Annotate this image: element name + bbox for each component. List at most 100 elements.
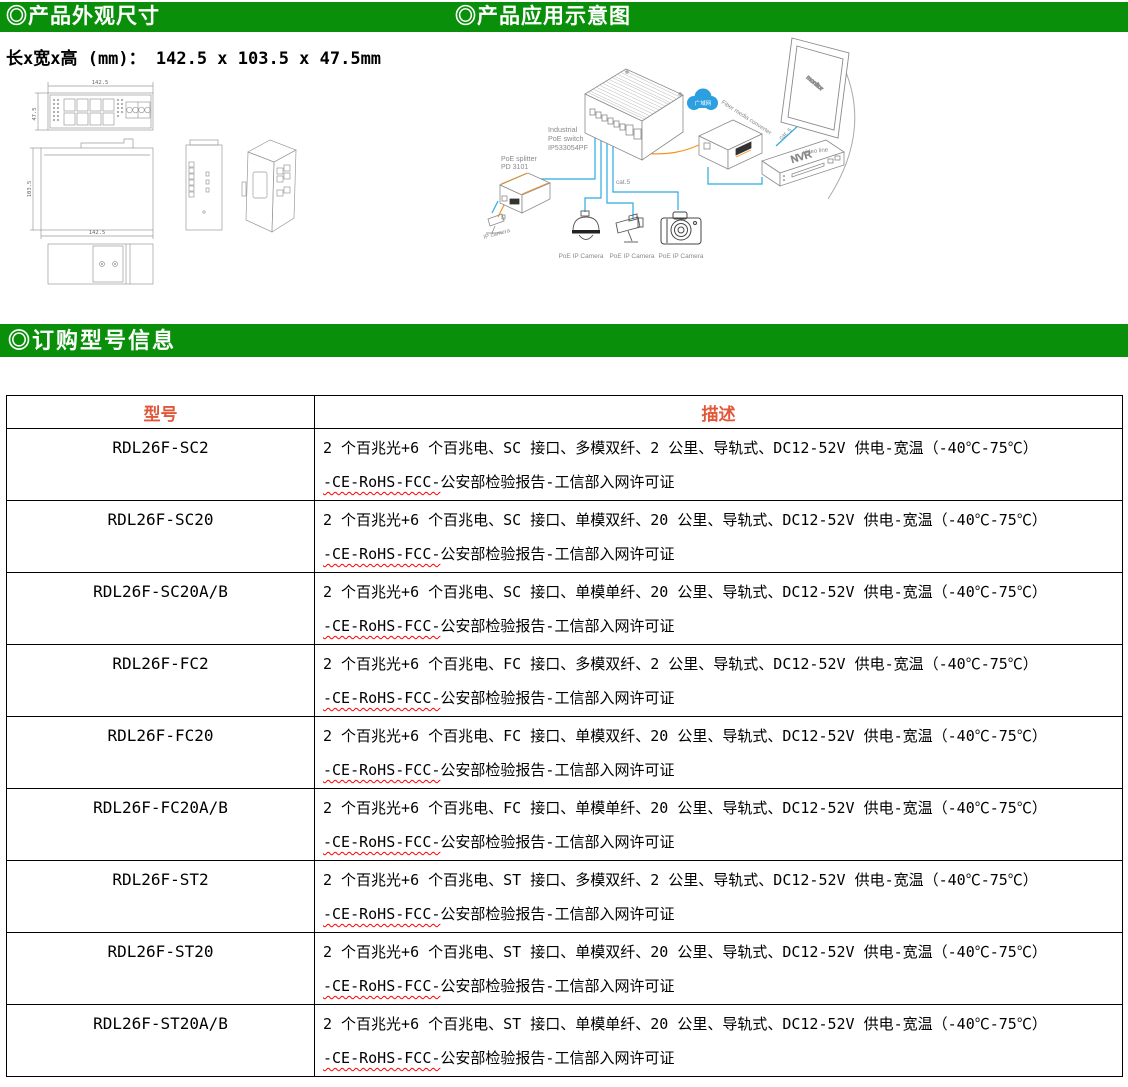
description-line-2: -CE-RoHS-FCC-公安部检验报告-工信部入网许可证 [315,674,1122,708]
certification-rest-text: 公安部检验报告-工信部入网许可证 [440,977,675,995]
model-cell: RDL26F-SC20 [6,500,315,573]
description-line-2: -CE-RoHS-FCC-公安部检验报告-工信部入网许可证 [315,746,1122,780]
description-cell: 2 个百兆光+6 个百兆电、ST 接口、单模单纤、20 公里、导轨式、DC12-… [314,1004,1123,1077]
description-line-2: -CE-RoHS-FCC-公安部检验报告-工信部入网许可证 [315,818,1122,852]
section-title-ordering: ◎订购型号信息 [8,328,177,353]
model-cell: RDL26F-FC20 [6,716,315,789]
description-line-1: 2 个百兆光+6 个百兆电、SC 接口、单模双纤、20 公里、导轨式、DC12-… [323,511,1047,529]
certification-rest-text: 公安部检验报告-工信部入网许可证 [440,617,675,635]
dim-width-top: 142.5 [92,80,109,86]
description-line-1: 2 个百兆光+6 个百兆电、ST 接口、单模单纤、20 公里、导轨式、DC12-… [323,1015,1047,1033]
cat5-label-right: cat. 5 [778,127,794,141]
certification-rest-text: 公安部检验报告-工信部入网许可证 [440,473,675,491]
description-cell: 2 个百兆光+6 个百兆电、ST 接口、单模双纤、20 公里、导轨式、DC12-… [314,932,1123,1005]
column-header-description: 描述 [314,395,1123,429]
splitter-label-line1: PoE splitter [501,156,537,163]
model-cell: RDL26F-FC2 [6,644,315,717]
certification-flagged-text: -CE-RoHS-FCC- [323,473,441,491]
table-row: RDL26F-FC20A/B 2 个百兆光+6 个百兆电、FC 接口、单模单纤、… [6,788,1123,861]
model-cell: RDL26F-ST2 [6,860,315,933]
poe-switch [584,68,684,161]
description-cell: 2 个百兆光+6 个百兆电、FC 接口、单模单纤、20 公里、导轨式、DC12-… [314,788,1123,861]
certification-flagged-text: -CE-RoHS-FCC- [323,545,441,563]
description-line-1: 2 个百兆光+6 个百兆电、FC 接口、单模双纤、20 公里、导轨式、DC12-… [323,727,1047,745]
certification-rest-text: 公安部检验报告-工信部入网许可证 [440,689,675,707]
description-line-1: 2 个百兆光+6 个百兆电、ST 接口、多模双纤、2 公里、导轨式、DC12-5… [323,871,1038,889]
table-row: RDL26F-ST2 2 个百兆光+6 个百兆电、ST 接口、多模双纤、2 公里… [6,860,1123,933]
top-section-header-bar: ◎产品外观尺寸 ◎产品应用示意图 [0,2,1128,32]
camera-label-1: PoE IP Camera [558,253,603,260]
table-row: RDL26F-ST20A/B 2 个百兆光+6 个百兆电、ST 接口、单模单纤、… [6,1004,1123,1077]
monitor: monitor [780,37,850,139]
cat5-label-left: cat.5 [616,179,630,186]
model-cell: RDL26F-SC20A/B [6,572,315,645]
table-row: RDL26F-ST20 2 个百兆光+6 个百兆电、ST 接口、单模双纤、20 … [6,932,1123,1005]
switch-label-line1: Industrial [548,125,578,134]
nvr: NVR [761,139,845,187]
model-number: RDL26F-FC20 [107,726,214,745]
switch-label-line3: IP533054PF [548,143,589,152]
technical-drawing: 142.5 47.5 103.5 142.5 [27,80,297,285]
bullet-camera [615,213,644,243]
model-number: RDL26F-FC20A/B [93,798,228,817]
certification-flagged-text: -CE-RoHS-FCC- [323,761,441,779]
description-cell: 2 个百兆光+6 个百兆电、SC 接口、单模单纤、20 公里、导轨式、DC12-… [314,572,1123,645]
section-title-application: ◎产品应用示意图 [455,5,631,28]
description-line-1: 2 个百兆光+6 个百兆电、SC 接口、多模双纤、2 公里、导轨式、DC12-5… [323,439,1038,457]
description-cell: 2 个百兆光+6 个百兆电、SC 接口、多模双纤、2 公里、导轨式、DC12-5… [314,428,1123,501]
certification-flagged-text: -CE-RoHS-FCC- [323,833,441,851]
camera-label-2: PoE IP Camera [609,253,654,260]
ordering-table: 型号 描述 RDL26F-SC2 2 个百兆光+6 个百兆电、SC 接口、多模双… [6,395,1123,1077]
order-table-body: RDL26F-SC2 2 个百兆光+6 个百兆电、SC 接口、多模双纤、2 公里… [6,428,1123,1077]
section-title-dimensions: ◎产品外观尺寸 [6,5,160,28]
splitter-label-line2: PD 3101 [501,164,528,171]
model-number: RDL26F-SC20A/B [93,582,228,601]
table-row: RDL26F-SC20A/B 2 个百兆光+6 个百兆电、SC 接口、单模单纤、… [6,572,1123,645]
application-diagram: Industrial PoE switch IP533054PF 广域网 Fib… [483,37,856,260]
certification-flagged-text: -CE-RoHS-FCC- [323,905,441,923]
video-line-label: video line [803,147,829,156]
ordering-section-header-bar: ◎订购型号信息 [0,324,1128,357]
description-cell: 2 个百兆光+6 个百兆电、ST 接口、多模双纤、2 公里、导轨式、DC12-5… [314,860,1123,933]
model-number: RDL26F-ST2 [112,870,209,889]
description-line-2: -CE-RoHS-FCC-公安部检验报告-工信部入网许可证 [315,458,1122,492]
fiber-media-converter [698,119,763,170]
model-number: RDL26F-ST20 [107,942,214,961]
certification-rest-text: 公安部检验报告-工信部入网许可证 [440,833,675,851]
model-cell: RDL26F-ST20 [6,932,315,1005]
table-row: RDL26F-SC20 2 个百兆光+6 个百兆电、SC 接口、单模双纤、20 … [6,500,1123,573]
description-line-2: -CE-RoHS-FCC-公安部检验报告-工信部入网许可证 [315,890,1122,924]
description-line-1: 2 个百兆光+6 个百兆电、ST 接口、单模双纤、20 公里、导轨式、DC12-… [323,943,1047,961]
description-cell: 2 个百兆光+6 个百兆电、FC 接口、单模双纤、20 公里、导轨式、DC12-… [314,716,1123,789]
description-line-2: -CE-RoHS-FCC-公安部检验报告-工信部入网许可证 [315,530,1122,564]
certification-flagged-text: -CE-RoHS-FCC- [323,617,441,635]
certification-rest-text: 公安部检验报告-工信部入网许可证 [440,905,675,923]
table-header-row: 型号 描述 [6,395,1123,429]
description-cell: 2 个百兆光+6 个百兆电、SC 接口、单模双纤、20 公里、导轨式、DC12-… [314,500,1123,573]
description-line-1: 2 个百兆光+6 个百兆电、SC 接口、单模单纤、20 公里、导轨式、DC12-… [323,583,1047,601]
dslr-camera [660,211,702,245]
description-line-2: -CE-RoHS-FCC-公安部检验报告-工信部入网许可证 [315,962,1122,996]
model-number: RDL26F-ST20A/B [93,1014,228,1033]
certification-flagged-text: -CE-RoHS-FCC- [323,689,441,707]
wan-cloud: 广域网 [687,88,718,110]
switch-label-line2: PoE switch [548,134,584,143]
poe-splitter [499,172,551,214]
certification-rest-text: 公安部检验报告-工信部入网许可证 [440,1049,675,1067]
model-cell: RDL26F-FC20A/B [6,788,315,861]
camera-label-3: PoE IP Camera [658,253,703,260]
dome-camera [572,210,600,240]
certification-rest-text: 公安部检验报告-工信部入网许可证 [440,545,675,563]
cloud-label: 广域网 [695,99,712,107]
model-number: RDL26F-SC20 [107,510,214,529]
model-number: RDL26F-SC2 [112,438,209,457]
model-number: RDL26F-FC2 [112,654,209,673]
description-line-2: -CE-RoHS-FCC-公安部检验报告-工信部入网许可证 [315,1034,1122,1068]
ip-camera-label: IP camera [483,228,511,241]
description-line-1: 2 个百兆光+6 个百兆电、FC 接口、多模双纤、2 公里、导轨式、DC12-5… [323,655,1038,673]
model-cell: RDL26F-SC2 [6,428,315,501]
column-header-model: 型号 [6,395,315,429]
table-row: RDL26F-FC20 2 个百兆光+6 个百兆电、FC 接口、单模双纤、20 … [6,716,1123,789]
video-line-cable [827,60,856,200]
